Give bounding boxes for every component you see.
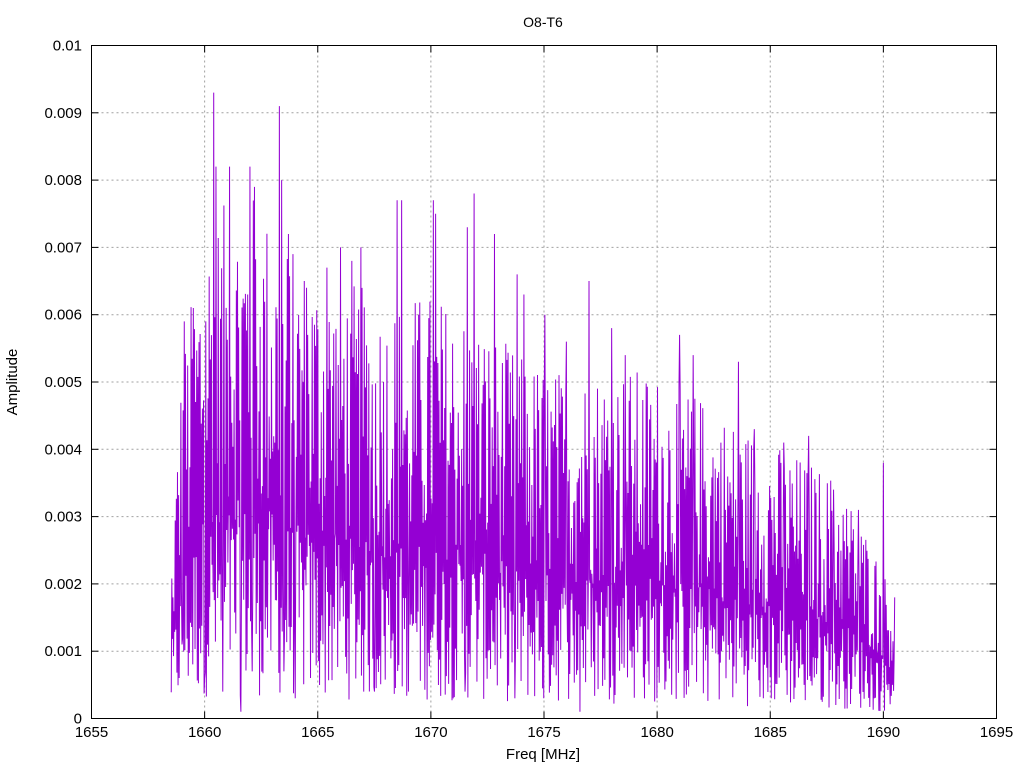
amplitude-series-line	[170, 92, 896, 712]
data-layer	[170, 92, 896, 712]
x-tick-label: 1690	[867, 724, 900, 741]
x-tick-label: 1665	[301, 724, 334, 741]
chart-title: O8-T6	[523, 14, 563, 30]
y-tick-label: 0.01	[53, 38, 82, 55]
y-tick-label: 0.008	[44, 172, 82, 189]
x-tick-label: 1660	[188, 724, 221, 741]
y-tick-label: 0.009	[44, 105, 82, 122]
y-axis-title: Amplitude	[4, 349, 21, 416]
y-tick-label: 0.005	[44, 374, 82, 391]
y-tick-label: 0.007	[44, 239, 82, 256]
x-tick-label: 1675	[527, 724, 560, 741]
x-tick-label: 1655	[75, 724, 108, 741]
x-axis-title: Freq [MHz]	[506, 746, 580, 763]
y-tick-label: 0.006	[44, 307, 82, 324]
x-tick-label: 1695	[980, 724, 1013, 741]
x-tick-label: 1670	[414, 724, 447, 741]
y-tick-label: 0.002	[44, 576, 82, 593]
tick-layer	[91, 45, 997, 719]
y-tick-label: 0	[74, 711, 82, 728]
x-tick-label: 1685	[754, 724, 787, 741]
x-tick-labels: 1655 1660 1665 1670 1675 1680 1685 1690 1695	[75, 724, 1013, 741]
y-tick-label: 0.001	[44, 643, 82, 660]
y-tick-label: 0.003	[44, 509, 82, 526]
y-tick-label: 0.004	[44, 441, 82, 458]
x-tick-label: 1680	[640, 724, 673, 741]
y-tick-labels: 0 0.001 0.002 0.003 0.004 0.005 0.006 0.007 0.00…	[44, 38, 82, 728]
